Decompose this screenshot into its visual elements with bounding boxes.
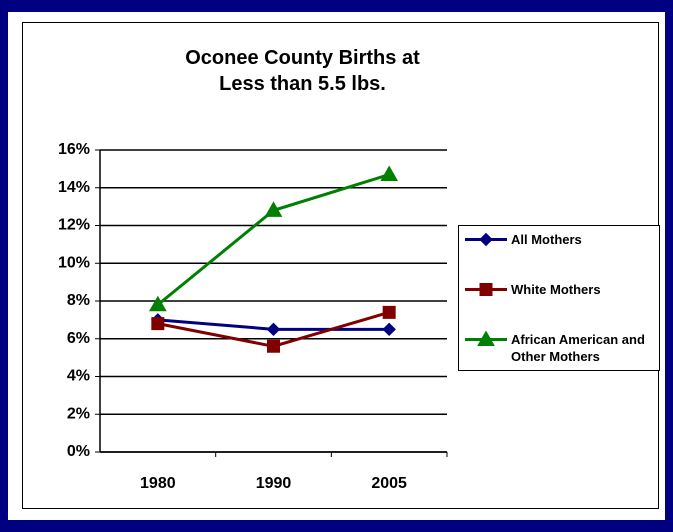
marker xyxy=(151,317,165,331)
marker xyxy=(264,201,283,217)
legend: All Mothers White Mothers African American… xyxy=(458,225,660,371)
y-tick-label: 8% xyxy=(67,292,90,309)
legend-swatch xyxy=(465,232,507,247)
marker xyxy=(382,322,396,337)
legend-entry: All Mothers xyxy=(459,231,651,248)
chart-title: Oconee County Births at Less than 5.5 lb… xyxy=(185,47,420,95)
legend-label: White Mothers xyxy=(511,282,601,297)
marker xyxy=(266,322,281,337)
x-tick-label: 2005 xyxy=(371,475,407,492)
legend-label: All Mothers xyxy=(511,232,582,247)
legend-swatch xyxy=(465,331,507,346)
y-tick-label: 2% xyxy=(67,405,90,422)
y-tick-label: 12% xyxy=(58,217,90,234)
legend-entry: African American and Other Mothers xyxy=(459,331,651,365)
legend-swatch xyxy=(465,283,507,296)
marker xyxy=(477,331,495,346)
y-tick-label: 0% xyxy=(67,443,90,460)
marker xyxy=(479,232,493,247)
legend-label: African American and Other Mothers xyxy=(511,332,645,364)
legend-entry: White Mothers xyxy=(459,281,651,298)
marker xyxy=(380,165,399,182)
y-tick-label: 14% xyxy=(58,179,90,196)
x-tick-label: 1990 xyxy=(256,475,292,492)
y-tick-label: 4% xyxy=(67,368,90,385)
marker xyxy=(148,295,167,312)
y-tick-label: 10% xyxy=(58,254,90,271)
marker xyxy=(382,305,396,319)
y-tick-label: 16% xyxy=(58,141,90,158)
marker xyxy=(267,339,280,353)
y-tick-label: 6% xyxy=(67,330,90,347)
x-tick-label: 1980 xyxy=(140,475,176,492)
marker xyxy=(479,283,493,296)
